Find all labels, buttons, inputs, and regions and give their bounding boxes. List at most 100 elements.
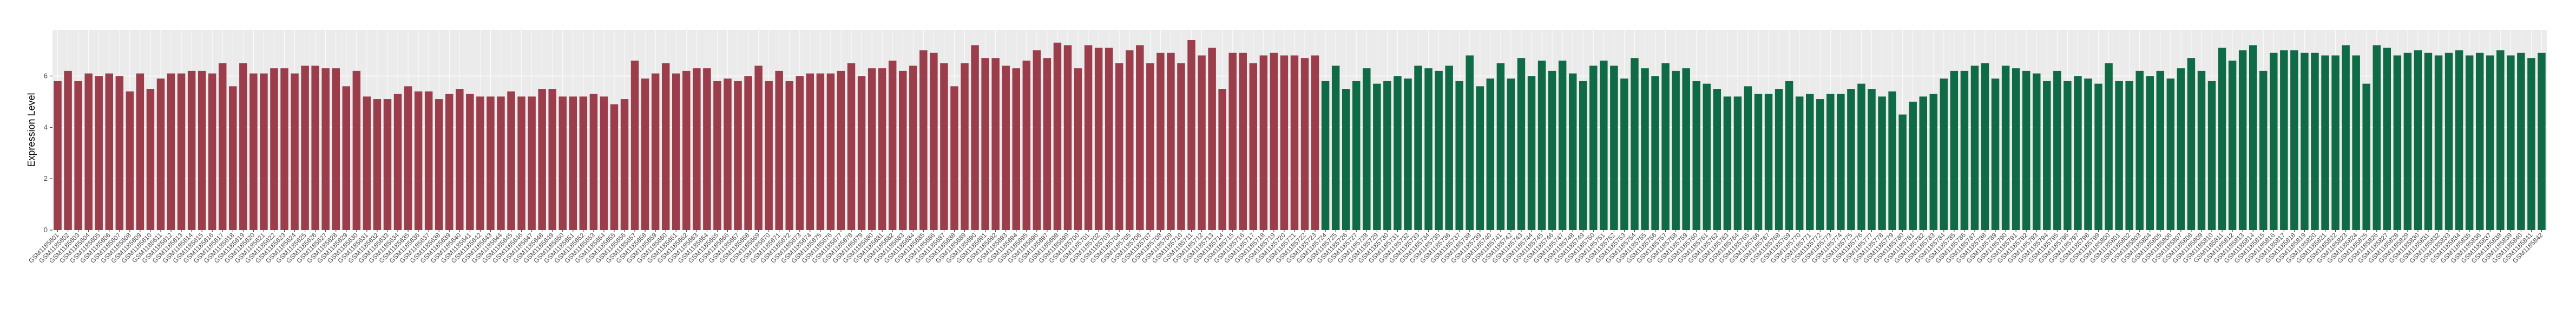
bar xyxy=(765,81,773,230)
bar xyxy=(1063,45,1072,230)
bar xyxy=(1610,66,1618,231)
bar xyxy=(930,53,938,230)
bar xyxy=(2197,70,2206,230)
bar xyxy=(548,89,556,230)
bar xyxy=(682,70,691,230)
bar xyxy=(847,63,856,231)
bar xyxy=(1568,73,1577,230)
bar xyxy=(280,68,288,231)
bar xyxy=(1198,55,1206,230)
bar xyxy=(2301,53,2309,230)
bar xyxy=(2238,50,2247,230)
bar xyxy=(424,91,433,230)
bar xyxy=(393,94,402,230)
bar xyxy=(1331,66,1340,231)
bar xyxy=(2022,70,2030,230)
bar xyxy=(1126,50,1134,230)
bar xyxy=(2249,45,2257,230)
bar xyxy=(1527,76,1536,230)
bar xyxy=(249,73,258,230)
bar xyxy=(919,50,928,230)
bar xyxy=(1548,70,1556,230)
bar xyxy=(1033,50,1041,230)
bar xyxy=(1826,94,1835,230)
bar xyxy=(713,81,721,230)
bar xyxy=(1507,78,1515,230)
bar xyxy=(589,94,598,230)
bar xyxy=(136,73,144,230)
bar xyxy=(177,73,186,230)
bar xyxy=(2455,50,2463,230)
bar xyxy=(198,70,206,230)
bar xyxy=(435,99,443,230)
bar xyxy=(2001,66,2010,231)
bar xyxy=(909,66,917,231)
bar xyxy=(1703,83,1711,230)
bar xyxy=(2270,53,2278,230)
bar xyxy=(2342,45,2350,230)
bar xyxy=(1094,48,1103,230)
bar xyxy=(187,70,196,230)
y-tick-label: 2 xyxy=(44,174,48,182)
bar xyxy=(167,73,175,230)
bar xyxy=(1280,55,1289,230)
bar xyxy=(1311,55,1319,230)
bar xyxy=(734,81,742,230)
bar xyxy=(2105,63,2113,231)
bar xyxy=(1115,63,1123,231)
bar xyxy=(2074,76,2082,230)
bar xyxy=(2146,76,2154,230)
bar xyxy=(1435,70,1443,230)
bar xyxy=(476,96,484,230)
bar xyxy=(1970,66,1979,231)
bar xyxy=(940,63,948,231)
bar xyxy=(1363,68,1371,231)
bar xyxy=(2033,73,2041,230)
bar xyxy=(2187,58,2196,230)
bar xyxy=(1466,55,1474,230)
bar xyxy=(1868,89,1876,230)
bar xyxy=(2414,50,2422,230)
bar xyxy=(1228,53,1237,230)
bar xyxy=(1105,48,1113,230)
bar xyxy=(2012,68,2020,231)
bar xyxy=(1641,68,1649,231)
bar xyxy=(569,96,577,230)
bar xyxy=(1342,89,1350,230)
bar xyxy=(456,89,464,230)
bar xyxy=(1806,94,1814,230)
bar xyxy=(1146,63,1154,231)
bar xyxy=(2207,81,2216,230)
bar xyxy=(445,94,454,230)
bar xyxy=(2115,81,2123,230)
bar xyxy=(1661,63,1670,231)
bar xyxy=(600,96,608,230)
bar xyxy=(352,70,361,230)
bar xyxy=(1795,96,1804,230)
bar xyxy=(497,96,505,230)
y-axis-title: Expression Level xyxy=(26,93,37,167)
bar xyxy=(507,91,515,230)
bar xyxy=(775,70,783,230)
bar xyxy=(54,81,62,230)
bar xyxy=(1486,78,1495,230)
bar xyxy=(2177,68,2185,231)
bar xyxy=(2496,50,2505,230)
bar xyxy=(146,89,155,230)
bar xyxy=(806,73,814,230)
bar xyxy=(579,96,588,230)
bar xyxy=(2444,53,2453,230)
bar xyxy=(1012,68,1020,231)
bar xyxy=(1383,81,1391,230)
bar xyxy=(1156,53,1165,230)
bar xyxy=(1136,45,1144,230)
bar xyxy=(528,96,536,230)
bar xyxy=(2084,78,2092,230)
bar xyxy=(1022,60,1031,230)
bar xyxy=(2486,55,2494,230)
bar xyxy=(693,68,701,231)
bar xyxy=(620,99,629,230)
bar xyxy=(1857,83,1865,230)
bar xyxy=(899,70,907,230)
